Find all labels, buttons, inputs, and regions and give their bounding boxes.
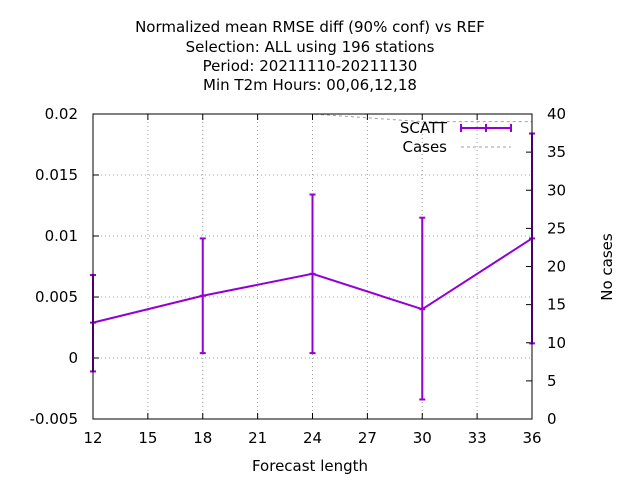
title-line-1: Normalized mean RMSE diff (90% conf) vs …: [135, 18, 485, 36]
chart-title: Normalized mean RMSE diff (90% conf) vs …: [135, 18, 485, 94]
x-tick-label: 24: [303, 429, 322, 447]
y2-tick-label: 5: [547, 372, 557, 390]
x-tick-label: 21: [248, 429, 267, 447]
y2-tick-label: 15: [547, 296, 566, 314]
x-tick-label: 27: [358, 429, 377, 447]
x-tick-label: 33: [468, 429, 487, 447]
title-line-3: Period: 20211110-20211130: [203, 57, 418, 75]
legend-label-cases: Cases: [402, 138, 447, 156]
y2-tick-label: 20: [547, 258, 566, 276]
y2-tick-label: 40: [547, 105, 566, 123]
series: [90, 113, 535, 401]
legend-label-scatt: SCATT: [400, 119, 448, 137]
x-tick-label: 15: [138, 429, 157, 447]
x-tick-label: 18: [193, 429, 212, 447]
y-tick-label: -0.005: [30, 410, 78, 428]
y-axis-ticks: -0.005 0 0.005 0.01 0.015 0.02: [30, 105, 99, 428]
x-tick-label: 12: [83, 429, 102, 447]
legend: SCATT Cases: [400, 119, 512, 156]
y-tick-label: 0.01: [45, 227, 78, 245]
y2-tick-label: 35: [547, 143, 566, 161]
title-line-2: Selection: ALL using 196 stations: [186, 38, 435, 56]
plot-border: [92, 113, 533, 420]
x-axis-ticks: 12 15 18 21 24 27 30 33 36: [83, 114, 542, 447]
y2-axis-ticks: 0 5 10 15 20 25 30 35 40: [526, 105, 566, 428]
y-tick-label: 0.005: [35, 288, 78, 306]
title-line-4: Min T2m Hours: 00,06,12,18: [203, 76, 417, 94]
y2-tick-label: 30: [547, 181, 566, 199]
x-axis-label: Forecast length: [252, 457, 368, 475]
y-tick-label: 0.015: [35, 166, 78, 184]
y2-tick-label: 0: [547, 410, 557, 428]
x-tick-label: 36: [522, 429, 541, 447]
y-tick-label: 0: [68, 349, 78, 367]
y2-tick-label: 10: [547, 334, 566, 352]
x-tick-label: 30: [413, 429, 432, 447]
y2-tick-label: 25: [547, 219, 566, 237]
y2-axis-label: No cases: [598, 233, 616, 301]
y-tick-label: 0.02: [45, 105, 78, 123]
